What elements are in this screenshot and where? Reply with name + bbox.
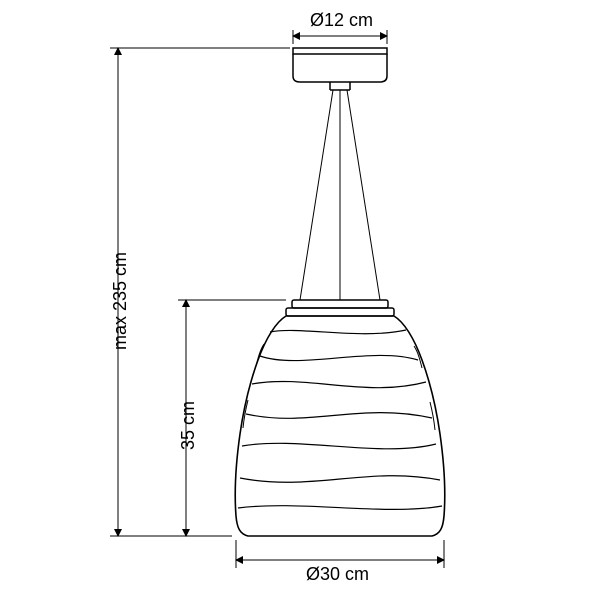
- dim-canopy-width: [293, 30, 387, 44]
- shade-cap: [286, 300, 394, 316]
- drawing-svg: [0, 0, 600, 600]
- label-shade-diameter: Ø30 cm: [306, 564, 369, 585]
- lamp-shade: [235, 316, 445, 536]
- label-shade-height: 35 cm: [178, 401, 199, 450]
- canopy: [293, 48, 387, 90]
- label-total-height: max 235 cm: [110, 252, 131, 350]
- suspension-cables: [300, 90, 380, 300]
- dim-total-height: [110, 48, 290, 536]
- label-canopy-diameter: Ø12 cm: [310, 10, 373, 31]
- lamp-dimension-diagram: Ø12 cm max 235 cm 35 cm Ø30 cm: [0, 0, 600, 600]
